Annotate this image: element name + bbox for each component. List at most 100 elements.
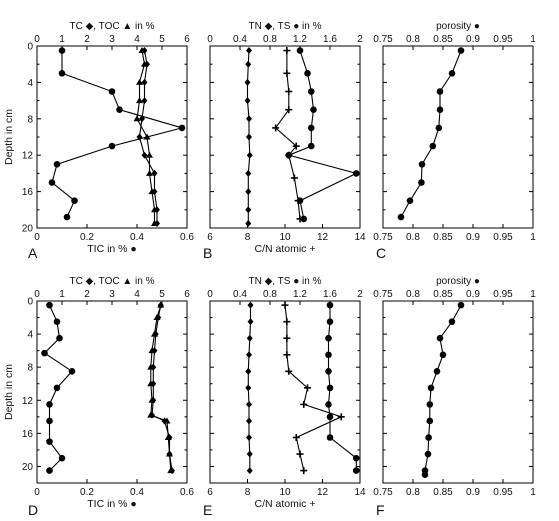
top-tick-label: 6: [184, 289, 190, 300]
y-tick-label: 8: [27, 114, 33, 125]
point-tic: [53, 384, 61, 392]
top-tick-label: 2: [84, 34, 90, 45]
point-toc: [148, 188, 156, 195]
point-tic: [58, 70, 66, 77]
bottom-tick-label: 0.9: [466, 487, 480, 498]
top-tick-label: 0.75: [373, 34, 393, 45]
top-tick-label: 1: [530, 289, 536, 300]
point-ts: [296, 47, 304, 54]
top-tick-label: 0.8: [263, 289, 277, 300]
point-ts: [307, 142, 315, 150]
top-tick-label: 3: [109, 34, 115, 45]
point-toc: [148, 347, 156, 354]
point-tic: [71, 197, 78, 204]
point-ts: [352, 170, 360, 177]
top-tick-label: 0.8: [406, 289, 420, 300]
series-line-porosity: [400, 50, 462, 218]
point-porosity: [436, 88, 444, 95]
point-tn: [246, 47, 252, 55]
point-cn: [294, 197, 302, 205]
top-tick-label: 1.2: [293, 289, 307, 300]
point-toc: [147, 363, 155, 370]
top-tick-label: 3: [109, 289, 115, 300]
point-cn: [285, 88, 293, 95]
point-porosity: [424, 450, 432, 458]
point-tn: [246, 115, 252, 123]
bottom-tick-label: 10: [279, 487, 291, 498]
top-tick-label: 0.9: [466, 34, 480, 45]
series-line-tic: [51, 50, 185, 218]
top-tick-label: 0.4: [233, 289, 247, 300]
top-tick-label: 4: [134, 34, 140, 45]
top-tick-label: 0.85: [433, 289, 453, 300]
point-tic: [46, 438, 53, 445]
point-cn: [292, 434, 300, 441]
point-tn: [245, 367, 252, 375]
bottom-tick-label: 0.8: [406, 232, 420, 243]
point-toc: [148, 396, 156, 403]
bottom-axis-label: C/N atomic +: [255, 498, 316, 510]
series-line-ts: [287, 50, 358, 220]
top-tick-label: 0.85: [433, 34, 453, 45]
bottom-tick-label: 10: [279, 232, 291, 243]
y-tick-label: 16: [22, 429, 34, 440]
point-cn: [300, 400, 308, 408]
point-cn: [283, 351, 291, 359]
point-porosity: [426, 401, 434, 408]
top-tick-label: 0.9: [466, 289, 480, 300]
point-tn: [245, 384, 252, 392]
top-axis-label: TN ◆, TS ● in %: [248, 276, 321, 287]
point-tn: [245, 219, 252, 227]
point-porosity: [397, 213, 405, 221]
point-cn: [290, 174, 298, 182]
panel-e: 0 0.4 0.8 1.2 1.6 2 6 8 10 12 14 TN ◆, TS ● in % C/N…: [203, 276, 366, 518]
bottom-tick-label: 8: [245, 487, 251, 498]
point-tn: [246, 400, 252, 408]
bottom-tick-label: 1: [530, 487, 536, 498]
point-cn: [285, 367, 293, 375]
top-tick-label: 1: [530, 34, 536, 45]
point-tc: [141, 78, 148, 86]
panel-letter: A: [28, 245, 38, 261]
bottom-tick-label: 6: [207, 487, 213, 498]
bottom-tick-label: 0.6: [180, 232, 194, 243]
bottom-tick-label: 0.4: [130, 487, 144, 498]
top-tick-label: 4: [134, 289, 140, 300]
top-tick-label: 1.2: [293, 34, 307, 45]
y-tick-label: 8: [27, 363, 33, 374]
point-porosity: [448, 70, 456, 77]
point-tic: [46, 401, 53, 408]
point-porosity: [448, 318, 456, 325]
plot-frame: [382, 300, 534, 484]
top-tick-label: 0.8: [406, 34, 420, 45]
y-tick-label: 0: [27, 297, 33, 308]
bottom-tick-label: 0.6: [180, 487, 194, 498]
point-tic: [53, 318, 61, 325]
point-tn: [247, 301, 254, 309]
point-tn: [246, 434, 252, 441]
point-ts: [307, 124, 315, 132]
y-tick-label: 12: [22, 396, 34, 407]
bottom-tick-label: 14: [354, 232, 366, 243]
top-tick-label: 0.95: [493, 289, 513, 300]
bottom-tick-label: 0: [34, 232, 40, 243]
point-toc: [133, 115, 141, 122]
top-tick-label: 5: [159, 289, 165, 300]
point-tic: [116, 106, 123, 113]
point-cn: [281, 301, 289, 309]
point-tic: [58, 454, 66, 462]
point-tic: [108, 142, 116, 150]
y-tick-label: 20: [22, 462, 34, 473]
point-porosity: [406, 197, 414, 204]
bottom-tick-label: 0.95: [493, 487, 513, 498]
point-tn: [245, 60, 252, 68]
top-tick-label: 1.6: [323, 34, 337, 45]
bottom-tick-label: 1: [530, 232, 536, 243]
point-porosity: [418, 179, 425, 186]
point-ts: [310, 106, 317, 113]
bottom-tick-label: 0: [34, 487, 40, 498]
top-tick-label: 1.6: [323, 289, 337, 300]
point-tn: [245, 188, 252, 196]
point-tn: [247, 318, 254, 326]
point-toc: [147, 411, 155, 418]
